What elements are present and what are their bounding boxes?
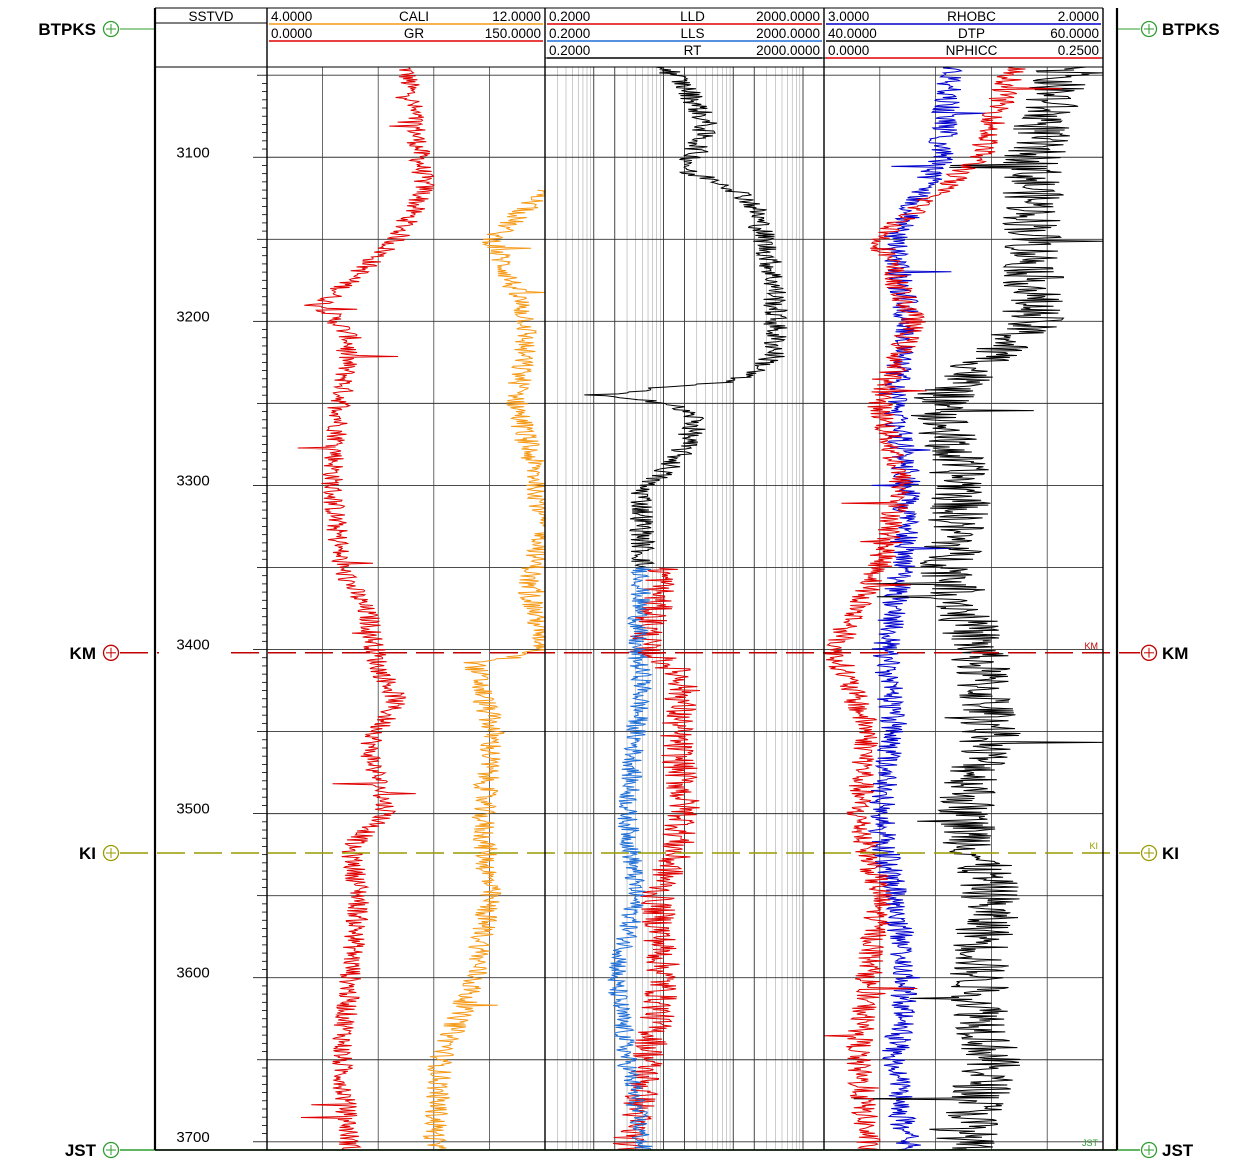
top-label-inline-km: KM — [1085, 641, 1099, 651]
depth-label-bg — [159, 471, 225, 490]
depth-label-3700: 3700 — [176, 1129, 209, 1146]
depth-label-bg — [159, 799, 225, 818]
depth-label-3500: 3500 — [176, 801, 209, 818]
top-label-right-ki: KI — [1162, 844, 1179, 863]
curve-max-gr: 150.0000 — [485, 26, 541, 41]
top-label-inline-jst: JST — [1082, 1138, 1099, 1148]
curve-cali — [422, 189, 547, 1151]
top-label-right-km: KM — [1162, 644, 1188, 663]
curve-nphicc — [823, 66, 1063, 1151]
curve-min-nphicc: 0.0000 — [828, 43, 869, 58]
curve-lls — [607, 567, 653, 1150]
top-label-right-btpks: BTPKS — [1162, 20, 1220, 39]
depth-label-3400: 3400 — [176, 637, 209, 654]
curve-min-rt: 0.2000 — [549, 43, 590, 58]
curve-name-lld: LLD — [680, 9, 705, 24]
curve-name-gr: GR — [404, 26, 425, 41]
depth-label-3300: 3300 — [176, 472, 209, 489]
curve-max-rhobc: 2.0000 — [1058, 9, 1099, 24]
curve-min-lls: 0.2000 — [549, 26, 590, 41]
curve-max-lld: 2000.0000 — [756, 9, 820, 24]
curve-max-cali: 12.0000 — [492, 9, 541, 24]
depth-label-3200: 3200 — [176, 308, 209, 325]
curve-max-nphicc: 0.2500 — [1058, 43, 1099, 58]
depth-label-bg — [159, 307, 225, 326]
curve-gr — [297, 66, 435, 1151]
curve-min-dtp: 40.0000 — [828, 26, 877, 41]
depth-label-3600: 3600 — [176, 965, 209, 982]
curve-max-dtp: 60.0000 — [1050, 26, 1099, 41]
curve-name-lls: LLS — [680, 26, 704, 41]
curve-min-cali: 4.0000 — [271, 9, 312, 24]
curve-dtp — [853, 66, 1104, 1151]
top-label-left-ki: KI — [79, 844, 96, 863]
depth-curve-header: SSTVD — [188, 9, 233, 24]
curve-name-nphicc: NPHICC — [946, 43, 998, 58]
curve-min-gr: 0.0000 — [271, 26, 312, 41]
curve-name-dtp: DTP — [958, 26, 985, 41]
curve-min-rhobc: 3.0000 — [828, 9, 869, 24]
curve-name-cali: CALI — [399, 9, 429, 24]
top-label-left-km: KM — [70, 644, 96, 663]
top-label-left-btpks: BTPKS — [38, 20, 96, 39]
curve-name-rt: RT — [684, 43, 702, 58]
depth-label-bg — [159, 143, 225, 162]
curve-max-lls: 2000.0000 — [756, 26, 820, 41]
top-label-right-jst: JST — [1162, 1141, 1194, 1160]
depth-label-bg — [159, 963, 225, 982]
top-label-inline-ki: KI — [1089, 841, 1098, 851]
curve-rhobc — [867, 66, 986, 1151]
curve-min-lld: 0.2000 — [549, 9, 590, 24]
depth-label-bg — [159, 1127, 225, 1146]
curve-lld — [613, 567, 700, 1150]
curve-name-rhobc: RHOBC — [947, 9, 996, 24]
depth-label-bg — [159, 635, 225, 654]
depth-label-3100: 3100 — [176, 144, 209, 161]
curve-max-rt: 2000.0000 — [756, 43, 820, 58]
curve-rt — [584, 66, 788, 568]
top-label-left-jst: JST — [65, 1141, 97, 1160]
